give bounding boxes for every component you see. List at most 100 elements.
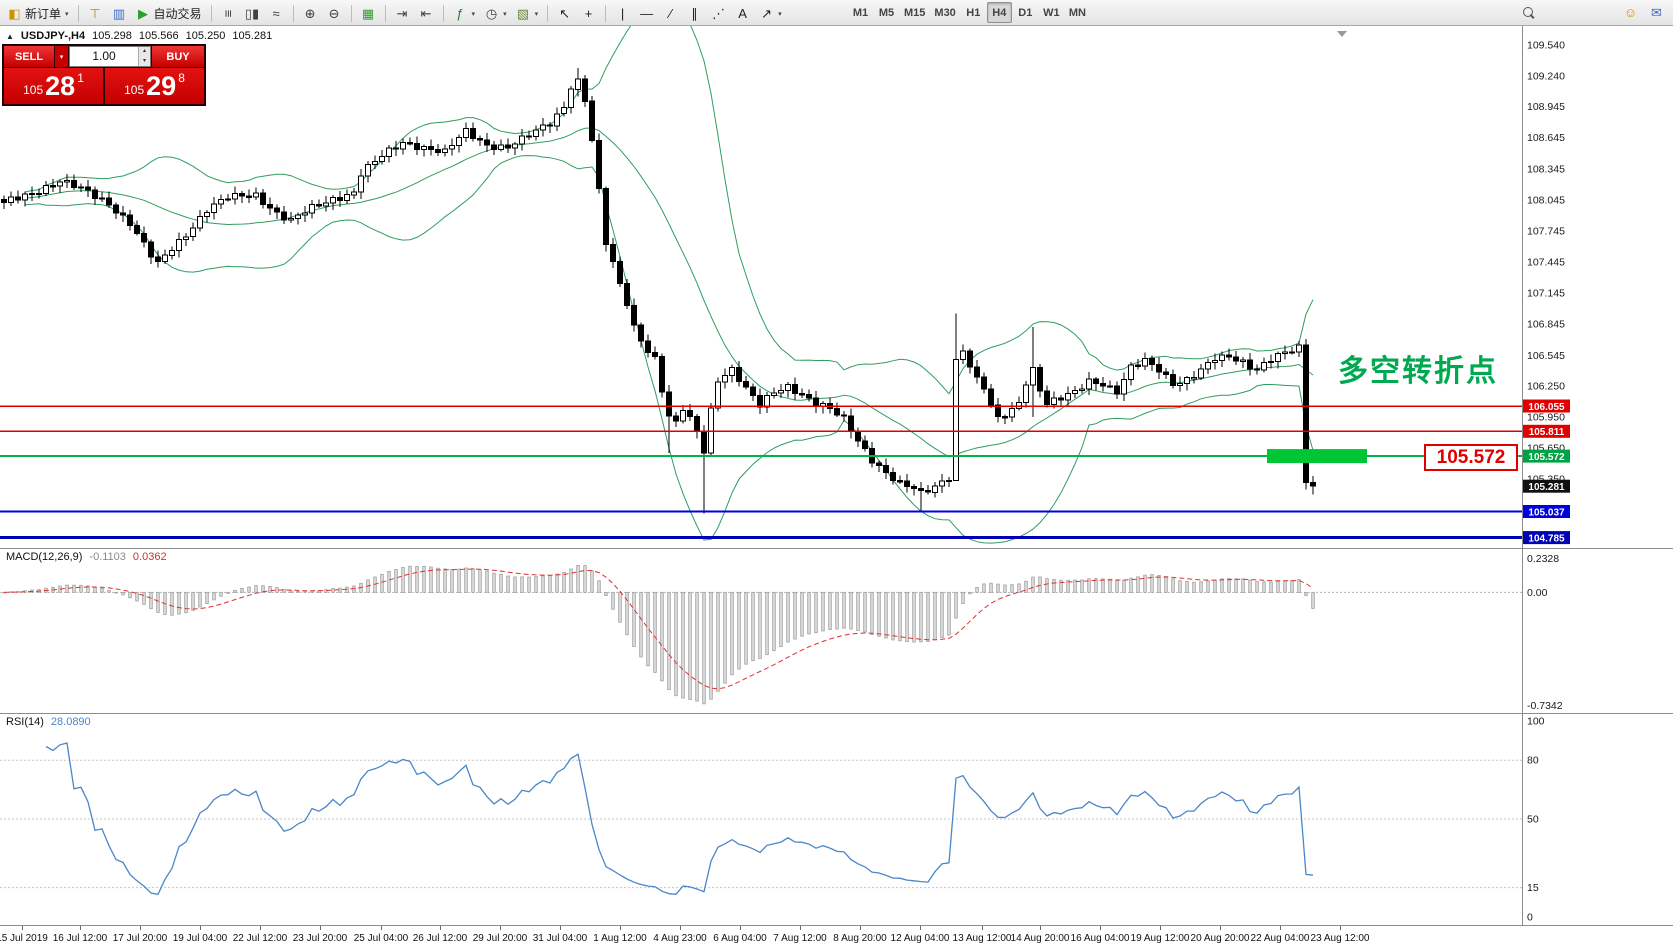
toolbar: ◧ 新订单 ▾ ⊤ ▥ ▶ 自动交易 ≡ ▯▮ ≈ ⊕ ⊖ ▦ ⇥ ⇤ ƒ ▾ ◷ ▾ ▧ ▾ ↖ + | — ∕ ∥ ⋰ A ↗ ▾ M1… xyxy=(0,0,1673,26)
crosshair-button[interactable]: + xyxy=(577,3,600,24)
zoom-in-button[interactable]: ⊕ xyxy=(299,3,322,24)
cursor-button[interactable]: ↖ xyxy=(553,3,576,24)
toolbar-separator xyxy=(384,5,386,22)
rsi-axis-label: 80 xyxy=(1527,755,1539,767)
time-axis-tick xyxy=(1340,926,1341,930)
auto-scroll-icon: ⇥ xyxy=(396,6,408,21)
zoom-out-button[interactable]: ⊖ xyxy=(323,3,346,24)
time-axis-label: 23 Jul 20:00 xyxy=(292,933,348,944)
rsi-canvas[interactable]: 100 80 50 15 0 xyxy=(0,713,1673,925)
line-chart-icon: ≈ xyxy=(272,6,280,21)
candlestick-icon: ▯▮ xyxy=(244,6,260,21)
time-axis-tick xyxy=(1040,926,1041,930)
crosshair-icon: + xyxy=(584,6,593,21)
time-axis[interactable]: 15 Jul 2019 16 Jul 12:00 17 Jul 20:00 19 Ju… xyxy=(0,925,1673,952)
price-chart-canvas[interactable]: 109.540 109.240 108.945 108.645 108.345 108.0… xyxy=(0,26,1673,548)
timeframe-w1-button[interactable]: W1 xyxy=(1043,6,1060,19)
chevron-down-icon: ▾ xyxy=(59,53,64,61)
sell-button[interactable]: SELL xyxy=(4,46,54,67)
metaeditor-button[interactable]: ⊤ xyxy=(84,3,107,24)
volume-increment-button[interactable]: ▴ xyxy=(139,47,150,57)
equidistant-channel-icon: ∥ xyxy=(691,6,698,21)
templates-button[interactable]: ▧ ▾ xyxy=(512,3,543,24)
indicators-button[interactable]: ƒ ▾ xyxy=(449,3,480,24)
tile-windows-icon: ▦ xyxy=(361,6,375,21)
macd-canvas[interactable]: 0.2328 0.00 -0.7342 xyxy=(0,548,1673,713)
timeframe-mn-button[interactable]: MN xyxy=(1068,6,1086,19)
sell-options-caret[interactable]: ▾ xyxy=(55,46,68,67)
ohlc-high: 105.566 xyxy=(138,30,179,42)
bar-chart-icon: ≡ xyxy=(220,9,236,18)
new-order-button[interactable]: ◧ 新订单 ▾ xyxy=(3,3,73,24)
timeframe-h4-button[interactable]: H4 xyxy=(986,2,1012,23)
highlight-zone[interactable] xyxy=(1267,449,1367,464)
vertical-line-button[interactable]: | xyxy=(611,3,634,24)
time-axis-tick xyxy=(22,926,23,930)
fibonacci-button[interactable]: ⋰ xyxy=(707,3,730,24)
arrows-button[interactable]: ↗ ▾ xyxy=(755,3,786,24)
toolbar-left: ◧ 新订单 ▾ ⊤ ▥ ▶ 自动交易 ≡ ▯▮ ≈ ⊕ ⊖ ▦ ⇥ ⇤ ƒ ▾ ◷ ▾ ▧ ▾ ↖ + | — ∕ ∥ ⋰ A ↗ ▾ xyxy=(0,0,1673,25)
time-axis-label: 20 Aug 20:00 xyxy=(1190,933,1250,944)
chart-shift-button[interactable]: ⇤ xyxy=(415,3,438,24)
time-axis-label: 22 Aug 04:00 xyxy=(1250,933,1310,944)
chart-shift-icon: ⇤ xyxy=(420,6,432,21)
time-axis-tick xyxy=(500,926,501,930)
toolbar-separator xyxy=(292,5,294,22)
bar-chart-button[interactable]: ≡ xyxy=(217,3,240,24)
timeframe-m1-button[interactable]: M1 xyxy=(852,6,869,19)
rsi-line xyxy=(45,742,1314,896)
envelope-icon: ✉ xyxy=(1651,5,1662,20)
periods-button[interactable]: ◷ ▾ xyxy=(480,3,511,24)
volume-input[interactable]: 1.00 xyxy=(92,49,116,63)
timeframe-m15-button[interactable]: M15 xyxy=(904,6,926,19)
price-badge: 105.572 xyxy=(1523,449,1570,463)
panel-resize-handle[interactable] xyxy=(0,711,1673,715)
time-axis-label: 7 Aug 12:00 xyxy=(773,933,827,944)
channel-button[interactable]: ∥ xyxy=(683,3,706,24)
trade-panel-prices: 105 28 1 105 29 8 xyxy=(4,68,204,104)
price-axis[interactable]: 109.540 109.240 108.945 108.645 108.345 108.0… xyxy=(1527,40,1565,486)
time-axis-tick xyxy=(200,926,201,930)
toolbar-right: ☺ ✉ xyxy=(1619,2,1668,23)
buy-button[interactable]: BUY xyxy=(152,46,204,67)
ohlc-open: 105.298 xyxy=(92,30,132,42)
price-level-callout: 105.572 xyxy=(1424,444,1518,471)
new-order-icon: ◧ xyxy=(8,6,21,21)
line-chart-button[interactable]: ≈ xyxy=(265,3,288,24)
symbol-name: USDJPY-,H4 xyxy=(20,30,86,42)
chat-button[interactable]: ✉ xyxy=(1645,2,1668,23)
autotrading-button-label: 自动交易 xyxy=(153,7,202,21)
market-depth-button[interactable]: ▥ xyxy=(108,3,131,24)
trendline-button[interactable]: ∕ xyxy=(659,3,682,24)
candlestick-chart-button[interactable]: ▯▮ xyxy=(241,3,264,24)
horizontal-line-icon: — xyxy=(640,6,654,21)
chart-annotation-text: 多空转折点 xyxy=(1338,355,1498,388)
timeframe-m5-button[interactable]: M5 xyxy=(878,6,895,19)
y-axis-label: 108.345 xyxy=(1527,163,1565,175)
text-button[interactable]: A xyxy=(731,3,754,24)
time-axis-label: 8 Aug 20:00 xyxy=(833,933,887,944)
tile-windows-button[interactable]: ▦ xyxy=(357,3,380,24)
autotrading-button[interactable]: ▶ 自动交易 xyxy=(132,3,206,24)
time-axis-label: 1 Aug 12:00 xyxy=(593,933,647,944)
community-button[interactable]: ☺ xyxy=(1619,2,1642,23)
svg-text:105.572: 105.572 xyxy=(1528,452,1565,463)
sell-price-button[interactable]: 105 28 1 xyxy=(4,68,103,104)
bollinger-bands xyxy=(24,26,1314,544)
time-axis-tick xyxy=(560,926,561,930)
buy-price-button[interactable]: 105 29 8 xyxy=(105,68,204,104)
search-button[interactable] xyxy=(1518,2,1540,23)
time-axis-tick xyxy=(1280,926,1281,930)
ohlc-low: 105.250 xyxy=(185,30,226,42)
volume-decrement-button[interactable]: ▾ xyxy=(139,56,150,66)
panel-resize-handle[interactable] xyxy=(0,546,1673,550)
auto-scroll-button[interactable]: ⇥ xyxy=(391,3,414,24)
zoom-in-icon: ⊕ xyxy=(304,6,316,21)
timeframe-m30-button[interactable]: M30 xyxy=(934,6,956,19)
timeframe-h1-button[interactable]: H1 xyxy=(966,6,981,19)
one-click-trading-panel: SELL ▾ 1.00 ▴ ▾ BUY 105 28 1 105 29 xyxy=(2,44,206,106)
horizontal-line-button[interactable]: — xyxy=(635,3,658,24)
time-axis-tick xyxy=(440,926,441,930)
price-badge: 106.055 xyxy=(1523,399,1570,413)
timeframe-d1-button[interactable]: D1 xyxy=(1018,6,1033,19)
